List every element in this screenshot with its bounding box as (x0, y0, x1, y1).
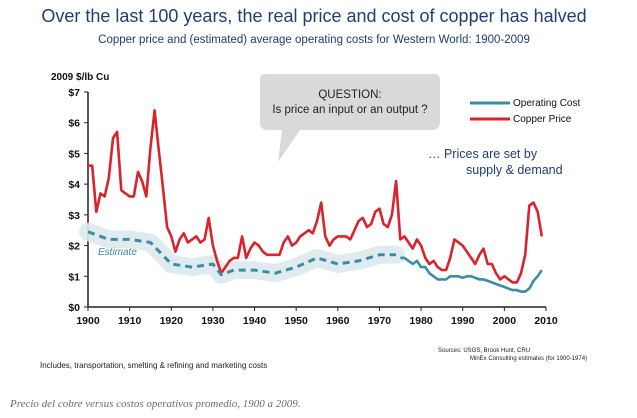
x-tick-label: 1970 (368, 315, 392, 327)
series-layer (79, 109, 544, 293)
x-tick-label: 1940 (243, 315, 267, 327)
chart-subtitle: Copper price and (estimated) average ope… (98, 34, 530, 46)
x-tick-label: 2010 (534, 315, 558, 327)
legend-label-copper-price: Copper Price (513, 114, 572, 125)
x-tick-label: 1910 (118, 315, 142, 327)
x-tick-label: 1990 (451, 315, 475, 327)
x-tick-label: 1930 (201, 315, 225, 327)
side-note-line2: supply & demand (466, 163, 563, 177)
y-tick-label: $2 (68, 241, 80, 253)
slide: Over the last 100 years, the real price … (10, 0, 618, 388)
series-line-copper-price (88, 109, 544, 284)
y-tick-label: $5 (68, 148, 80, 160)
callout-line1: QUESTION: (318, 89, 381, 101)
axes: 2009 $/lb Cu (51, 72, 546, 308)
sources-line1: Sources: USGS, Brook Hunt, CRU (438, 348, 530, 354)
question-callout: QUESTION: Is price an input or an output… (260, 74, 440, 162)
callout-bubble (260, 74, 440, 162)
callout-line2: Is price an input or an output ? (272, 104, 427, 116)
legend-label-operating-cost: Operating Cost (513, 98, 580, 109)
x-tick-label: 2000 (493, 315, 517, 327)
y-tick-label: $4 (68, 179, 80, 191)
side-note-line1: … Prices are set by (428, 147, 538, 161)
series-line-operating-cost-estimate (87, 230, 397, 277)
x-tick-label: 1960 (326, 315, 350, 327)
chart-canvas: 2009 $/lb Cu $0$1$2$3$4$5$6$7 1900 1910 19… (40, 72, 587, 370)
estimate-label: Estimate (98, 247, 137, 258)
y-tick-label: $3 (68, 210, 80, 222)
y-tick-label: $0 (68, 302, 80, 314)
y-tick-label: $1 (68, 271, 80, 283)
x-tick-label: 1950 (285, 315, 309, 327)
x-tick-labels: 1900 1910 1920 1930 1940 1950 1960 1970 1980 1990… (76, 307, 558, 327)
legend: Operating Cost Copper Price (470, 98, 580, 125)
sources-line2: MinEx Consulting estimates (for 1900-197… (470, 356, 587, 362)
chart-title: Over the last 100 years, the real price … (41, 6, 587, 26)
footnote: Includes, transportation, smelting & ref… (40, 361, 267, 370)
y-tick-labels: $0 $1 $2 $3 $4 $5 $6 $7 (68, 87, 88, 314)
y-tick-label: $6 (68, 118, 80, 130)
x-tick-label: 1980 (409, 315, 433, 327)
x-tick-label: 1920 (160, 315, 184, 327)
figure-caption: Precio del cobre versus costos operativo… (10, 398, 301, 410)
series-line-operating-cost (400, 256, 543, 293)
x-tick-label: 1900 (76, 315, 100, 327)
y-tick-label: $7 (68, 87, 80, 99)
y-axis-label: 2009 $/lb Cu (51, 72, 109, 83)
